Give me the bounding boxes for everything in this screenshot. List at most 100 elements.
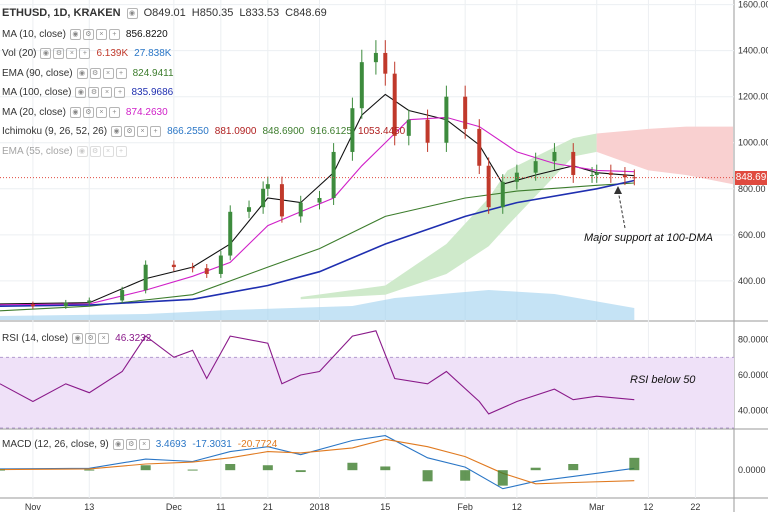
candle-body xyxy=(594,172,599,175)
plus-icon[interactable]: + xyxy=(150,126,162,137)
ichimoku-cloud-bullish xyxy=(300,133,597,300)
macd-controls[interactable]: ◉ ⚙ × xyxy=(112,438,150,450)
plus-icon[interactable]: + xyxy=(114,87,126,98)
macd-value-3: -20.7724 xyxy=(237,438,278,450)
x-tick-label: 15 xyxy=(380,502,390,512)
visibility-icon[interactable]: ◉ xyxy=(112,438,124,450)
rsi-name: RSI (14, close) xyxy=(2,332,69,344)
indicator-row: MA (20, close) ◉ ⚙ × +874.2630 xyxy=(2,104,174,120)
indicator-controls[interactable]: ◉ ⚙ × + xyxy=(76,67,127,79)
series-line xyxy=(0,93,635,305)
support-arrowhead xyxy=(614,186,622,194)
indicator-controls[interactable]: ◉ ⚙ × + xyxy=(40,48,91,59)
close-icon[interactable]: × xyxy=(138,438,150,450)
candle-body xyxy=(317,197,322,203)
candle-body xyxy=(383,52,388,74)
macd-histogram-bar xyxy=(262,465,273,471)
macd-histogram-bar xyxy=(84,469,95,471)
candle-body xyxy=(218,255,223,274)
close-icon[interactable]: × xyxy=(98,332,110,344)
macd-histogram-bar xyxy=(140,465,151,471)
settings-icon[interactable]: ⚙ xyxy=(85,332,97,344)
candle-body xyxy=(63,302,68,307)
rsi-band xyxy=(0,357,734,428)
candle-body xyxy=(350,108,355,152)
candle-body xyxy=(477,128,482,166)
series-line xyxy=(0,438,635,485)
indicator-controls[interactable]: ◉ ⚙ × + xyxy=(69,28,120,40)
indicator-value: 856.8220 xyxy=(125,28,168,40)
settings-icon[interactable]: ⚙ xyxy=(89,67,101,79)
rsi-tick-label: 60.0000 xyxy=(738,370,768,380)
rsi-controls[interactable]: ◉ ⚙ × xyxy=(72,332,110,344)
close-icon[interactable]: × xyxy=(66,48,78,59)
last-price-tag: 848.69 xyxy=(735,171,767,185)
rsi-legend: RSI (14, close) ◉ ⚙ × 46.3232 xyxy=(2,330,157,346)
low-value: L833.53 xyxy=(239,7,280,19)
indicator-row: EMA (55, close) ◉ ⚙ × + xyxy=(2,143,133,159)
visibility-icon[interactable]: ◉ xyxy=(72,332,84,344)
indicator-name: EMA (55, close) xyxy=(2,145,73,157)
indicator-name: MA (20, close) xyxy=(2,106,66,118)
close-icon[interactable]: × xyxy=(95,28,107,40)
macd-histogram-bar xyxy=(460,470,471,481)
macd-histogram-bar xyxy=(0,469,5,471)
candle-body xyxy=(261,188,266,208)
close-icon[interactable]: × xyxy=(102,145,114,157)
macd-histogram-bar xyxy=(422,470,433,482)
candle-body xyxy=(359,62,364,109)
support-arrow xyxy=(617,189,626,229)
price-tick-label: 1200.00 xyxy=(738,92,768,102)
x-tick-label: 12 xyxy=(643,502,653,512)
settings-icon[interactable]: ⚙ xyxy=(82,106,94,118)
visibility-icon[interactable]: ◉ xyxy=(69,28,81,40)
plus-icon[interactable]: + xyxy=(115,145,127,157)
indicator-controls[interactable]: ◉ ⚙ × + xyxy=(75,87,126,98)
close-icon[interactable]: × xyxy=(95,106,107,118)
support-annotation: Major support at 100-DMA xyxy=(584,232,713,244)
indicator-controls[interactable]: ◉ ⚙ × + xyxy=(111,126,162,137)
price-tick-label: 1400.00 xyxy=(738,46,768,56)
plus-icon[interactable]: + xyxy=(108,106,120,118)
macd-histogram-bar xyxy=(530,467,541,471)
indicator-controls[interactable]: ◉ ⚙ × + xyxy=(69,106,120,118)
rsi-tick-label: 40.0000 xyxy=(738,405,768,415)
visibility-icon[interactable]: ◉ xyxy=(76,145,88,157)
visibility-icon[interactable]: ◉ xyxy=(75,87,87,98)
candle-body xyxy=(533,161,538,173)
candle-body xyxy=(331,151,336,198)
close-icon[interactable]: × xyxy=(101,87,113,98)
x-tick-label: Dec xyxy=(166,502,183,512)
settings-icon[interactable]: ⚙ xyxy=(89,145,101,157)
visibility-icon[interactable]: ◉ xyxy=(76,67,88,79)
close-icon[interactable]: × xyxy=(102,67,114,79)
macd-histogram-bar xyxy=(568,464,579,471)
settings-icon[interactable]: ⚙ xyxy=(82,28,94,40)
candle-body xyxy=(265,184,270,189)
settings-icon[interactable]: ⚙ xyxy=(88,87,100,98)
price-tick-label: 600.00 xyxy=(738,230,766,240)
candle-body xyxy=(171,264,176,268)
indicator-controls[interactable]: ◉ ⚙ × + xyxy=(76,145,127,157)
x-tick-label: Nov xyxy=(25,502,42,512)
symbol-title: ETHUSD, 1D, KRAKEN xyxy=(2,7,121,19)
rsi-value: 46.3232 xyxy=(115,332,152,344)
header-controls[interactable]: ◉ xyxy=(126,7,138,19)
visibility-icon[interactable]: ◉ xyxy=(69,106,81,118)
macd-histogram-bar xyxy=(187,469,198,471)
indicator-row: EMA (90, close) ◉ ⚙ × +824.9411 xyxy=(2,65,180,81)
plus-icon[interactable]: + xyxy=(115,67,127,79)
settings-icon[interactable]: ⚙ xyxy=(125,438,137,450)
settings-icon[interactable]: ⚙ xyxy=(53,48,65,59)
plus-icon[interactable]: + xyxy=(108,28,120,40)
close-icon[interactable]: × xyxy=(137,126,149,137)
visibility-icon[interactable]: ◉ xyxy=(126,7,138,19)
candle-body xyxy=(373,52,378,63)
visibility-icon[interactable]: ◉ xyxy=(111,126,123,137)
settings-icon[interactable]: ⚙ xyxy=(124,126,136,137)
plus-icon[interactable]: + xyxy=(79,48,91,59)
visibility-icon[interactable]: ◉ xyxy=(40,48,52,59)
rsi-annotation: RSI below 50 xyxy=(630,374,696,386)
candle-body xyxy=(87,300,92,303)
